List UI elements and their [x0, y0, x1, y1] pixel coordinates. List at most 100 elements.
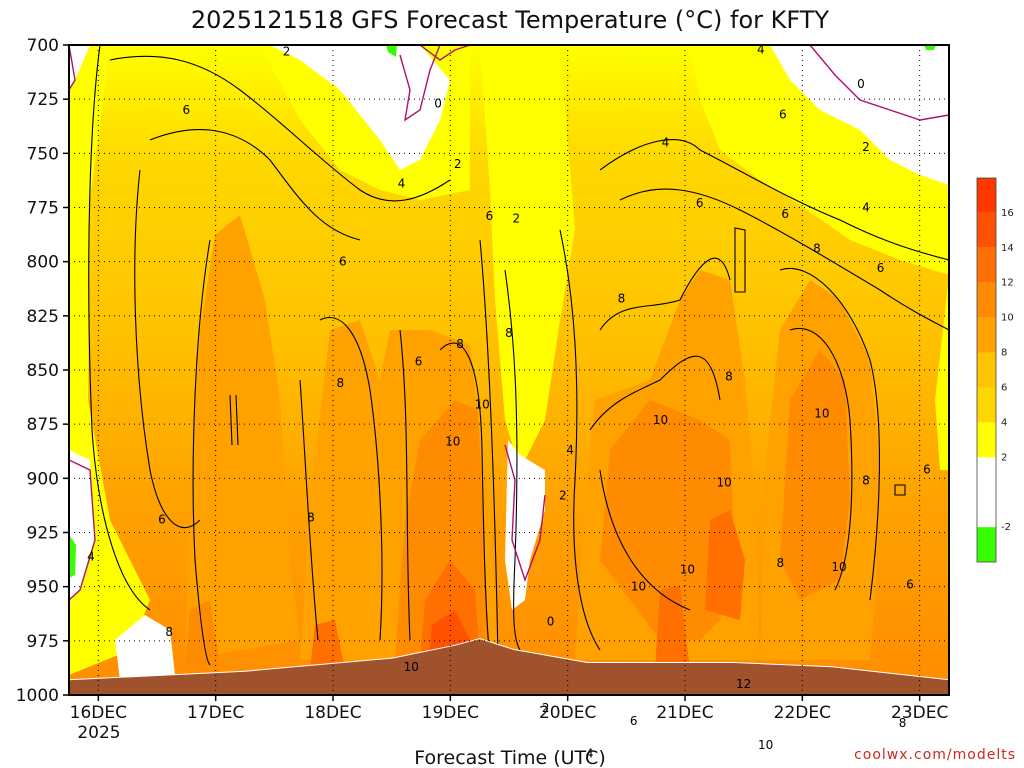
y-tick-label-1000: 1000: [16, 686, 59, 706]
field-white-top-center: [270, 45, 450, 170]
contour-label-4: 4: [398, 177, 406, 191]
colorbar-segment-3: [977, 422, 996, 458]
colorbar-segment-0: [977, 527, 996, 562]
x-tick-label-20DEC: 20DEC: [539, 703, 596, 723]
contour-label-11: 6: [781, 207, 789, 221]
y-tick-label-825: 825: [27, 307, 59, 327]
x-year-label: 2025: [77, 723, 120, 743]
y-tick-label-750: 750: [27, 144, 59, 164]
field-darkorange-right: [600, 400, 735, 640]
y-tick-label-875: 875: [27, 415, 59, 435]
colorbar-segment-2: [977, 457, 996, 493]
contour-label-25: 10: [814, 406, 829, 420]
field-white-top-right: [770, 45, 949, 185]
colorbar-tick-14: 14: [1001, 243, 1014, 254]
y-tick-label-800: 800: [27, 253, 59, 273]
x-tick-label-21DEC: 21DEC: [656, 703, 713, 723]
y-axis: 700 725 750 775 800 825 850 875 900 925 950 975 1000: [16, 36, 69, 706]
surface-terrain: [69, 638, 949, 695]
contour-label-8: 4: [662, 136, 670, 150]
x-tick-label-19DEC: 19DEC: [422, 703, 479, 723]
y-tick-label-900: 900: [27, 469, 59, 489]
contour-label-26: 10: [653, 413, 668, 427]
contour-label-48: 4: [586, 747, 594, 761]
contour-label-28: 4: [566, 443, 574, 457]
colorbar-segment-10: [977, 178, 996, 213]
contour-label-47: 8: [899, 716, 907, 730]
field-orange-left-core: [185, 215, 300, 660]
y-tick-label-975: 975: [27, 632, 59, 652]
contour-label-1: 0: [434, 97, 442, 111]
contour-label-10: 6: [696, 196, 704, 210]
contour-label-9: 2: [862, 140, 870, 154]
x-tick-label-22DEC: 22DEC: [774, 703, 831, 723]
contour-label-43: 10: [404, 660, 419, 674]
field-deeporange-left-low: [310, 620, 345, 670]
contour-lines: [88, 45, 949, 666]
contour-label-5: 4: [757, 42, 765, 56]
colorbar-tick--2: -2: [1001, 522, 1011, 533]
field-white-bottom-left: [115, 615, 175, 680]
field-darkorange-right-b: [780, 350, 850, 600]
field-green-left: [69, 535, 76, 578]
x-tick-label-23DEC: 23DEC: [891, 703, 948, 723]
colorbar-tick-6: 6: [1001, 382, 1007, 393]
x-tick-label-18DEC: 18DEC: [304, 703, 361, 723]
y-tick-label-950: 950: [27, 578, 59, 598]
colorbar-tick-10: 10: [1001, 313, 1014, 324]
y-tick-label-925: 925: [27, 524, 59, 544]
field-yellow-right-edge: [935, 275, 949, 470]
colorbar-tick-4: 4: [1001, 417, 1007, 428]
y-tick-label-850: 850: [27, 361, 59, 381]
contour-label-15: 8: [813, 242, 821, 256]
contour-label-22: 8: [337, 376, 345, 390]
contour-label-38: 10: [631, 580, 646, 594]
colorbar-tick-12: 12: [1001, 278, 1014, 289]
contour-label-21: 6: [415, 354, 423, 368]
colorbar-segment-4: [977, 387, 996, 423]
contour-label-32: 2: [559, 489, 567, 503]
field-green-top: [386, 45, 397, 57]
credit-text: coolwx.com/modelts: [854, 747, 1016, 763]
colorbar-tick-8: 8: [1001, 348, 1007, 359]
contour-label-20: 8: [456, 337, 464, 351]
contour-label-36: 10: [680, 562, 695, 576]
contour-label-49: 10: [758, 738, 773, 752]
colorbar-tick-2: 2: [1001, 452, 1007, 463]
contour-label-13: 6: [486, 209, 494, 223]
contour-label-31: 6: [923, 463, 931, 477]
contour-label-46: 6: [630, 714, 638, 728]
contour-label-27: 10: [445, 435, 460, 449]
contour-label-39: 10: [831, 560, 846, 574]
contour-label-30: 8: [862, 474, 870, 488]
contour-label-42: 8: [165, 625, 173, 639]
contour-label-33: 6: [158, 513, 166, 527]
contour-label-17: 6: [877, 261, 885, 275]
x-tick-label-16DEC: 16DEC: [70, 703, 127, 723]
y-tick-label-700: 700: [27, 36, 59, 56]
contour-label-41: 0: [547, 614, 555, 628]
field-green-top-right: [924, 45, 936, 50]
grid: [69, 45, 949, 695]
field-white-left-edge: [69, 450, 95, 600]
y-tick-label-775: 775: [27, 199, 59, 219]
colorbar-frame: [976, 177, 997, 563]
contour-label-29: 10: [716, 476, 731, 490]
colorbar-segment-6: [977, 317, 996, 353]
x-axis-label: Forecast Time (UTC): [414, 747, 605, 768]
colorbar-segment-1: [977, 492, 996, 528]
contour-label-12: 4: [862, 201, 870, 215]
contour-label-35: 4: [87, 549, 95, 563]
contour-label-40: 6: [906, 578, 914, 592]
contour-label-23: 8: [725, 370, 733, 384]
contour-label-19: 8: [505, 326, 513, 340]
contour-label-37: 8: [777, 556, 785, 570]
contour-label-44: 12: [736, 677, 751, 691]
contour-label-0: 2: [283, 45, 291, 59]
contour-labels: 2 0 6 2 4 4 0 6 4 2 6 6 4 6 2 8 6 6 8 8 8 6 8 8 10 10 10 10 4 10 8 6 2 6 8…: [87, 42, 931, 760]
zero-contour-lines: [69, 45, 949, 601]
x-axis: 16DEC 17DEC 18DEC 19DEC 20DEC 21DEC 22DEC 23DEC: [70, 695, 948, 723]
y-tick-label-725: 725: [27, 90, 59, 110]
contour-label-16: 6: [339, 255, 347, 269]
